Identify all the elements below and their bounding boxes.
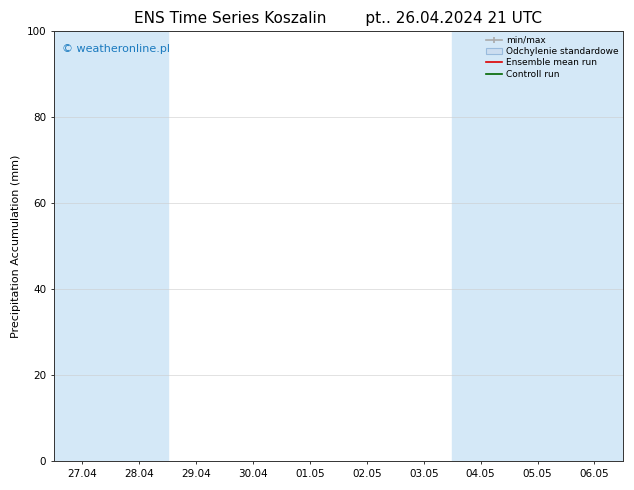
Bar	[111, 31, 168, 461]
Title: ENS Time Series Koszalin        pt.. 26.04.2024 21 UTC: ENS Time Series Koszalin pt.. 26.04.2024…	[134, 11, 543, 26]
Y-axis label: Precipitation Accumulation (mm): Precipitation Accumulation (mm)	[11, 155, 21, 338]
Bar	[509, 31, 566, 461]
Bar	[54, 31, 111, 461]
Bar	[566, 31, 623, 461]
Text: © weatheronline.pl: © weatheronline.pl	[63, 44, 171, 54]
Legend: min/max, Odchylenie standardowe, Ensemble mean run, Controll run: min/max, Odchylenie standardowe, Ensembl…	[484, 34, 620, 80]
Bar	[452, 31, 509, 461]
